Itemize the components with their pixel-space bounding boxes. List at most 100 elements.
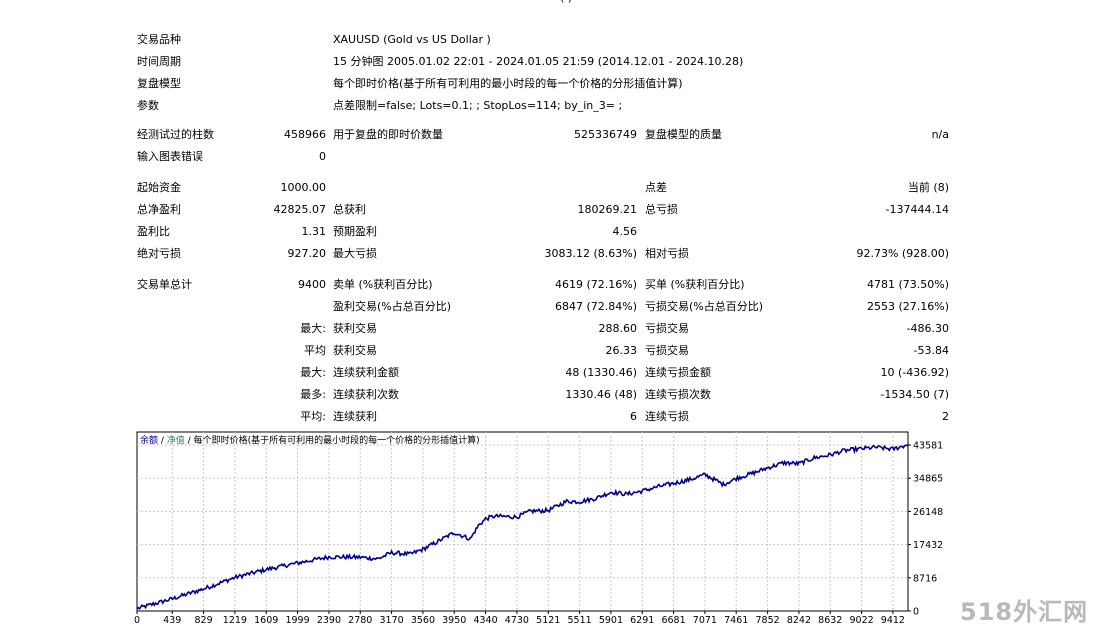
report-title-fragment: ( ) [560,0,572,4]
x-tick-label: 8632 [818,615,842,626]
average-loss-value: -53.84 [913,344,949,357]
x-tick-label: 0 [134,615,140,626]
gross-profit-label: 总获利 [333,203,366,216]
spread-label: 点差 [645,181,667,194]
y-tick-label: 34865 [913,474,943,485]
symbol-value: XAUUSD (Gold vs US Dollar ) [333,33,491,46]
x-tick-label: 5901 [599,615,623,626]
chart-grid [137,432,908,611]
x-tick-label: 6681 [661,615,685,626]
average-consecutive-losses-value: 2 [942,410,949,423]
largest-label: 最大: [300,322,326,335]
bars-label: 经测试过的柱数 [137,128,214,141]
relative-drawdown-label: 相对亏损 [645,247,689,260]
x-tick-label: 7852 [756,615,780,626]
x-tick-label: 4340 [473,615,497,626]
x-tick-label: 4730 [505,615,529,626]
average-consecutive-losses-label: 连续亏损 [645,410,689,423]
chart-legend: 余额 / 净值 / 每个即时价格(基于所有可利用的最小时段的每一个价格的分形插值… [140,434,480,446]
x-tick-label: 9412 [881,615,905,626]
x-tick-label: 7071 [693,615,717,626]
loss-trades-label: 亏损交易(%占总百分比) [645,300,764,313]
expected-payoff-value: 4.56 [612,225,638,238]
errors-value: 0 [319,150,326,163]
maximum-label: 最大: [300,366,326,379]
deposit-label: 起始资金 [137,181,181,194]
most-consecutive-wins-value: 1330.46 (48) [565,388,637,401]
period-label: 时间周期 [137,55,181,68]
x-tick-label: 2780 [348,615,372,626]
model-label: 复盘模型 [137,77,181,90]
x-tick-label: 8242 [787,615,811,626]
x-axis-ticks: 0 439 829 1219 1609 1999 2390 2780 3170 3560 3950 4… [134,611,905,626]
absolute-drawdown-label: 绝对亏损 [137,247,181,260]
ticks-value: 525336749 [574,128,637,141]
symbol-label: 交易品种 [137,33,181,46]
spread-value: 当前 (8) [907,181,949,194]
x-tick-label: 6291 [630,615,654,626]
y-tick-label: 43581 [913,441,943,452]
period-value: 15 分钟图 2005.01.02 22:01 - 2024.01.05 21:… [333,55,744,68]
x-tick-label: 439 [163,615,181,626]
total-trades-label: 交易单总计 [137,278,192,291]
max-consecutive-wins-label: 连续获利金额 [333,366,399,379]
x-tick-label: 1999 [285,615,309,626]
x-tick-label: 3560 [411,615,435,626]
largest-profit-value: 288.60 [598,322,638,335]
legend-equity: 净值 [167,434,185,446]
largest-loss-label: 亏损交易 [645,322,689,335]
long-positions-value: 4781 (73.50%) [866,278,949,291]
net-profit-label: 总净盈利 [137,203,181,216]
ticks-label: 用于复盘的即时价数量 [333,128,443,141]
chart-frame [136,431,909,612]
model-value: 每个即时价格(基于所有可利用的最小时段的每一个价格的分形插值计算) [333,77,683,90]
errors-label: 输入图表错误 [137,150,203,163]
relative-drawdown-value: 92.73% (928.00) [856,247,949,260]
max-drawdown-value: 3083.12 (8.63%) [544,247,637,260]
legend-model: 每个即时价格(基于所有可利用的最小时段的每一个价格的分形插值计算) [194,434,480,446]
loss-trades-value: 2553 (27.16%) [866,300,949,313]
average-consecutive-label: 平均: [300,410,326,423]
average-label: 平均 [304,344,326,357]
average-profit-value: 26.33 [605,344,638,357]
y-tick-label: 8716 [913,573,937,584]
x-tick-label: 1219 [223,615,247,626]
short-positions-label: 卖单 (%获利百分比) [333,278,433,291]
x-tick-label: 5511 [568,615,592,626]
x-tick-label: 9022 [849,615,873,626]
x-tick-label: 7461 [724,615,748,626]
most-consecutive-wins-label: 连续获利次数 [333,388,399,401]
expected-payoff-label: 预期盈利 [333,225,377,238]
x-tick-label: 2390 [317,615,341,626]
gross-loss-value: -137444.14 [885,203,949,216]
legend-balance: 余额 [140,434,158,446]
max-consecutive-losses-value: 10 (-436.92) [880,366,949,379]
x-tick-label: 3170 [379,615,403,626]
net-profit-value: 42825.07 [273,203,327,216]
max-consecutive-losses-label: 连续亏损金额 [645,366,711,379]
x-tick-label: 5121 [536,615,560,626]
y-axis-ticks: 43581 34865 26148 17432 8716 0 [908,441,943,618]
profit-trades-label: 盈利交易(%占总百分比) [333,300,452,313]
short-positions-value: 4619 (72.16%) [554,278,637,291]
average-consecutive-wins-label: 连续获利 [333,410,377,423]
legend-text: 余额 / 净值 / 每个即时价格(基于所有可利用的最小时段的每一个价格的分形插值… [140,434,480,446]
most-label: 最多: [300,388,326,401]
average-profit-label: 获利交易 [333,344,377,357]
y-tick-label: 26148 [913,507,943,518]
deposit-value: 1000.00 [280,181,327,194]
parameters-label: 参数 [137,99,159,112]
most-consecutive-losses-label: 连续亏损次数 [645,388,711,401]
x-tick-label: 3950 [442,615,466,626]
average-consecutive-wins-value: 6 [630,410,637,423]
profit-trades-value: 6847 (72.84%) [554,300,637,313]
most-consecutive-losses-value: -1534.50 (7) [880,388,949,401]
total-trades-value: 9400 [298,278,326,291]
largest-profit-label: 获利交易 [333,322,377,335]
y-tick-label: 17432 [913,540,943,551]
balance-line [136,443,909,610]
gross-profit-value: 180269.21 [577,203,638,216]
profit-factor-value: 1.31 [301,225,327,238]
average-loss-label: 亏损交易 [645,344,689,357]
